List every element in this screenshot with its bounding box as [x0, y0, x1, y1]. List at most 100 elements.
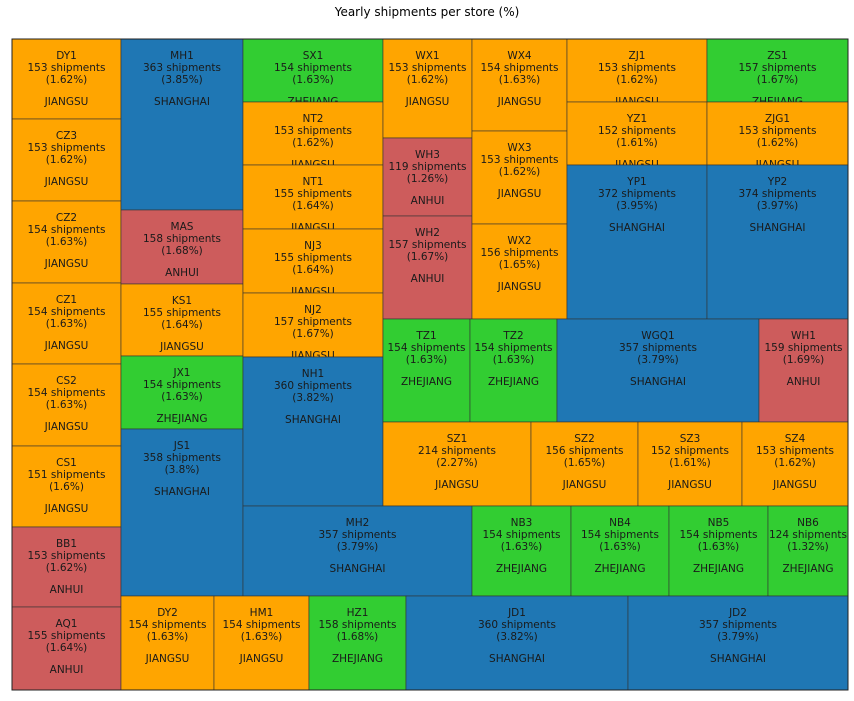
- tile-rect-mh1: [120, 38, 244, 211]
- tile-region-label: SHANGHAI: [154, 486, 210, 498]
- tile-shipments-label: 156 shipments: [545, 445, 623, 457]
- tile-shipments-label: 158 shipments: [318, 619, 396, 631]
- tile-pct-label: (1.68%): [161, 245, 203, 257]
- tile-rect-wx4: [471, 38, 568, 132]
- tile-region-label: ZHEJIANG: [693, 563, 744, 575]
- tile-rect-aq1: [11, 606, 122, 691]
- tile-rect-cs2: [11, 363, 122, 447]
- tile-rect-nb4: [570, 505, 670, 597]
- tile-name-label: WH1: [791, 330, 816, 342]
- tile-rect-wx3: [471, 130, 568, 225]
- tile-rect-zs1: [706, 38, 849, 103]
- tile-pct-label: (1.62%): [46, 74, 88, 86]
- tile-pct-label: (1.63%): [46, 318, 88, 330]
- tile-region-label: ZHEJIANG: [594, 563, 645, 575]
- tile-pct-label: (3.85%): [161, 74, 203, 86]
- tile-shipments-label: 157 shipments: [738, 62, 816, 74]
- tile-rect-wx1: [382, 38, 473, 139]
- tile-rect-dy2: [120, 595, 215, 691]
- tile-name-label: JS1: [173, 440, 190, 452]
- tile-shipments-label: 155 shipments: [274, 188, 352, 200]
- tile-shipments-label: 154 shipments: [128, 619, 206, 631]
- tile-shipments-label: 360 shipments: [274, 380, 352, 392]
- tile-region-label: SHANGHAI: [330, 563, 386, 575]
- tile-pct-label: (1.69%): [783, 354, 825, 366]
- tile-name-label: ZJG1: [765, 113, 790, 125]
- tile-region-label: ZHEJIANG: [332, 653, 383, 665]
- tile-shipments-label: 154 shipments: [274, 62, 352, 74]
- tile-pct-label: (3.95%): [616, 200, 658, 212]
- tile-shipments-label: 154 shipments: [27, 306, 105, 318]
- tile-shipments-label: 154 shipments: [482, 529, 560, 541]
- tile-rect-jx1: [120, 355, 244, 430]
- tile-shipments-label: 156 shipments: [480, 247, 558, 259]
- tile-name-label: NT2: [303, 113, 324, 125]
- tile-name-label: WX4: [507, 50, 532, 62]
- tile-name-label: TZ1: [415, 330, 436, 342]
- tile-name-label: ZJ1: [629, 50, 646, 62]
- tile-rect-nb6: [767, 505, 849, 597]
- tile-shipments-label: 214 shipments: [418, 445, 496, 457]
- tile-rect-yp2: [706, 164, 849, 320]
- tile-pct-label: (1.63%): [406, 354, 448, 366]
- tile-rect-mh2: [242, 505, 473, 597]
- tile-pct-label: (2.27%): [436, 457, 478, 469]
- tile-shipments-label: 152 shipments: [598, 125, 676, 137]
- tile-rect-hz1: [308, 595, 407, 691]
- tile-pct-label: (1.64%): [292, 200, 334, 212]
- tile-region-label: ZHEJIANG: [488, 376, 539, 388]
- tile-shipments-label: 358 shipments: [143, 452, 221, 464]
- tile-pct-label: (1.63%): [501, 541, 543, 553]
- tile-shipments-label: 119 shipments: [388, 161, 466, 173]
- tile-pct-label: (1.63%): [46, 236, 88, 248]
- tile-pct-label: (1.26%): [407, 173, 449, 185]
- tile-region-label: ANHUI: [787, 376, 821, 388]
- tile-shipments-label: 154 shipments: [143, 379, 221, 391]
- tile-rect-js1: [120, 428, 244, 597]
- tile-region-label: ANHUI: [165, 267, 199, 279]
- tile-shipments-label: 372 shipments: [598, 188, 676, 200]
- tile-name-label: NB4: [609, 517, 631, 529]
- tile-shipments-label: 154 shipments: [27, 387, 105, 399]
- tile-shipments-label: 357 shipments: [699, 619, 777, 631]
- tile-region-label: SHANGHAI: [285, 414, 341, 426]
- tile-shipments-label: 154 shipments: [480, 62, 558, 74]
- tile-region-label: JIANGSU: [667, 479, 712, 491]
- chart-title: Yearly shipments per store (%): [334, 5, 520, 19]
- tile-region-label: SHANGHAI: [609, 222, 665, 234]
- tile-region-label: JIANGSU: [497, 96, 542, 108]
- tile-rect-wh1: [758, 318, 849, 423]
- tile-shipments-label: 155 shipments: [143, 307, 221, 319]
- tile-name-label: YP1: [626, 176, 646, 188]
- tile-region-label: SHANGHAI: [710, 653, 766, 665]
- tile-pct-label: (1.67%): [407, 251, 449, 263]
- tile-rect-hm1: [213, 595, 310, 691]
- tile-pct-label: (1.32%): [787, 541, 829, 553]
- tile-rect-sz2: [530, 421, 639, 507]
- tile-pct-label: (1.64%): [161, 319, 203, 331]
- tile-name-label: WX1: [415, 50, 439, 62]
- tile-name-label: SZ1: [447, 433, 468, 445]
- tile-pct-label: (1.63%): [241, 631, 283, 643]
- tile-rect-wh2: [382, 215, 473, 320]
- tile-pct-label: (1.62%): [616, 74, 658, 86]
- tile-region-label: JIANGSU: [434, 479, 479, 491]
- tile-rect-zj1: [566, 38, 708, 103]
